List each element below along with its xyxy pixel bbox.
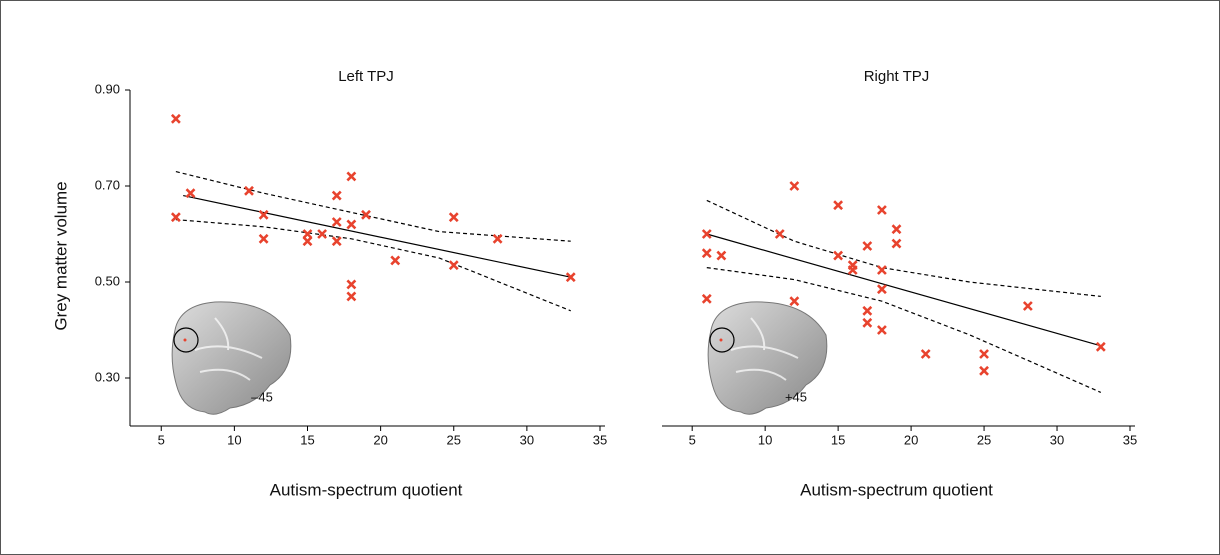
point (774, 229, 785, 239)
point (920, 349, 931, 359)
panel-title: Left TPJ (338, 68, 394, 85)
point (390, 255, 401, 266)
point (346, 171, 357, 182)
x-tick-label: 20 (373, 432, 387, 447)
x-tick-label: 5 (689, 432, 696, 447)
point (876, 265, 887, 275)
point (979, 349, 989, 359)
point (701, 248, 712, 259)
point (876, 205, 887, 215)
x-axis-label: Autism-spectrum quotient (270, 480, 463, 499)
point (346, 279, 357, 290)
point (716, 250, 727, 261)
x-tick-label: 30 (520, 432, 534, 447)
x-tick-label: 15 (831, 432, 845, 447)
x-axis-label: Autism-spectrum quotient (800, 480, 993, 499)
x-tick-label: 35 (593, 432, 607, 447)
y-axis-label: Grey matter volume (51, 181, 70, 330)
x-tick-label: 15 (300, 432, 314, 447)
point (448, 260, 459, 271)
brain-right (707, 301, 828, 415)
x-tick-label: 30 (1050, 432, 1064, 447)
point (1095, 341, 1106, 352)
x-tick-label: 25 (447, 432, 461, 447)
brain-left (171, 301, 292, 415)
point (258, 233, 269, 244)
annotation: –45 (251, 389, 273, 404)
point (876, 284, 887, 295)
point (258, 209, 269, 220)
fit-line (706, 233, 1101, 347)
point (331, 236, 342, 247)
point (876, 325, 887, 335)
y-tick-label: 0.50 (95, 273, 120, 288)
point (170, 113, 181, 124)
panel-title: Right TPJ (864, 68, 930, 85)
y-tick-label: 0.90 (95, 81, 120, 96)
point (448, 212, 459, 223)
x-tick-label: 5 (158, 432, 165, 447)
y-tick-label: 0.30 (95, 369, 120, 384)
point (701, 293, 712, 304)
point (862, 241, 873, 251)
point (789, 296, 800, 307)
point (331, 217, 342, 227)
point (862, 305, 873, 316)
x-tick-label: 25 (977, 432, 991, 447)
point (862, 317, 873, 328)
point (565, 272, 576, 283)
point (833, 250, 844, 261)
fit-line (183, 195, 571, 278)
point (346, 291, 357, 302)
x-tick-label: 10 (227, 432, 241, 447)
ci-lower (706, 267, 1102, 393)
ci-lower (175, 219, 571, 312)
point (833, 200, 844, 211)
point (847, 265, 858, 275)
point (1022, 301, 1033, 311)
x-tick-label: 20 (904, 432, 918, 447)
point (346, 219, 357, 230)
ci-upper (706, 199, 1101, 297)
x-tick-label: 10 (758, 432, 772, 447)
x-tick-label: 35 (1123, 432, 1137, 447)
point (185, 188, 196, 199)
point (302, 236, 313, 247)
point (331, 190, 342, 201)
point (244, 185, 254, 196)
point (891, 224, 902, 235)
point (789, 181, 800, 191)
point (891, 238, 902, 249)
point (317, 229, 328, 239)
point (170, 212, 181, 223)
point (492, 233, 503, 244)
y-tick-label: 0.70 (95, 177, 120, 192)
point (302, 229, 313, 239)
annotation: +45 (785, 389, 807, 404)
point (979, 365, 989, 376)
point (361, 209, 371, 220)
point (701, 229, 712, 239)
